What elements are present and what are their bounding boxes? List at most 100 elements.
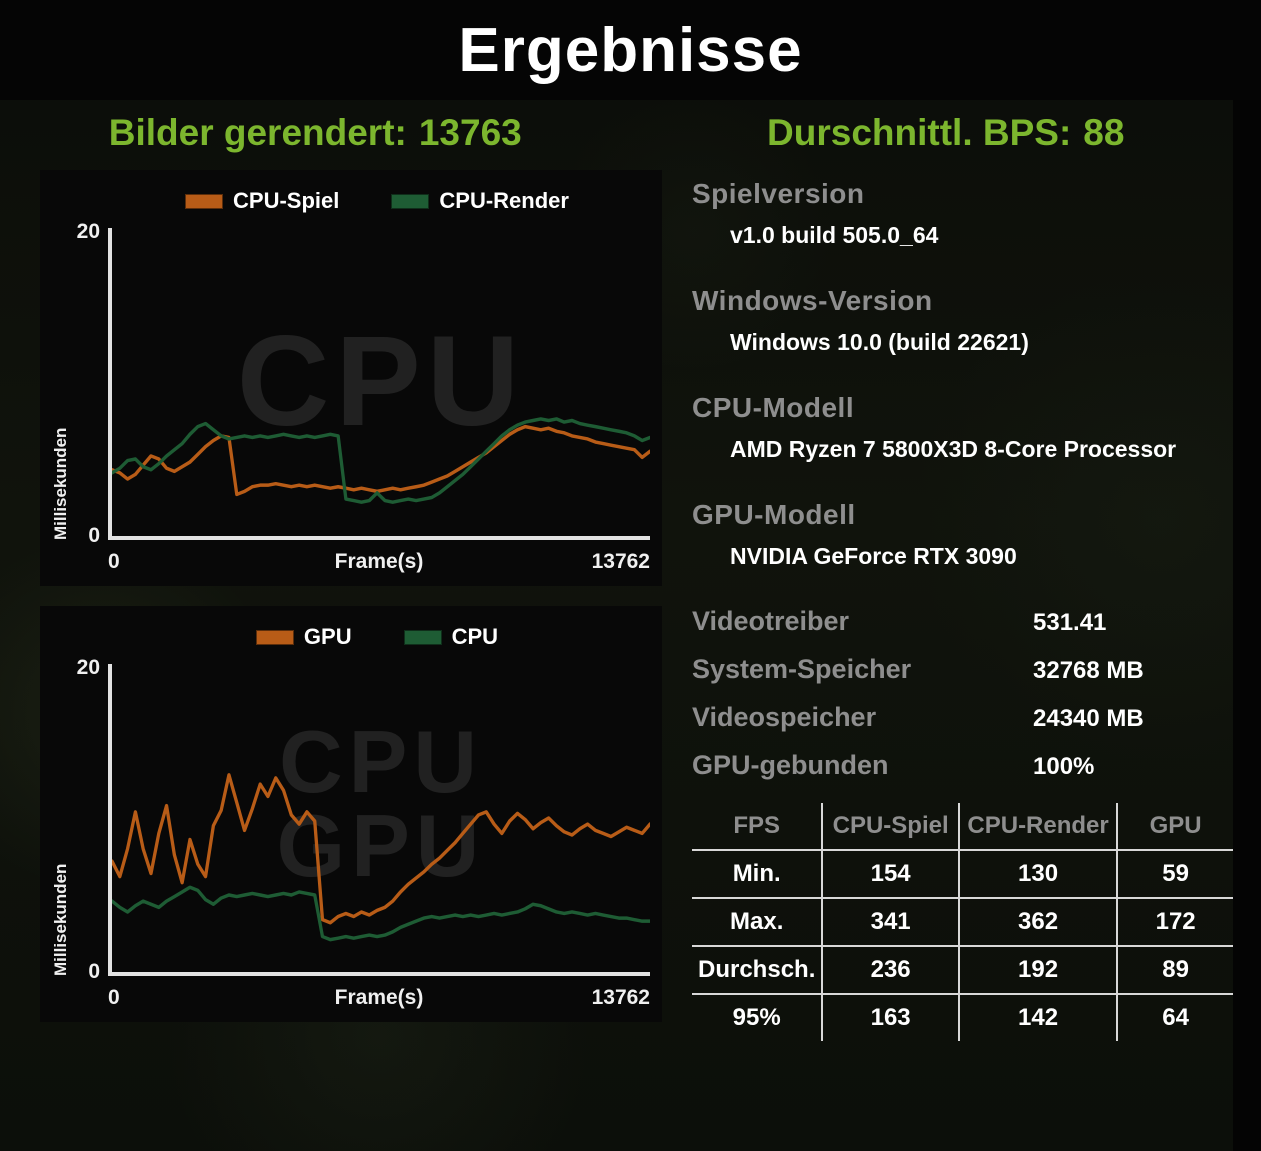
avg-bps-label: Durschnittl. BPS: bbox=[767, 112, 1072, 153]
section-header: Windows-Version bbox=[692, 285, 933, 316]
gpu-chart-svg bbox=[112, 773, 650, 942]
section-value: AMD Ryzen 7 5800X3D 8-Core Processor bbox=[730, 436, 1177, 462]
avg-bps-value: 88 bbox=[1083, 112, 1125, 153]
legend-item-cpu-render: CPU-Render bbox=[391, 188, 569, 214]
table-header-gpu: GPU bbox=[1116, 803, 1233, 850]
row-label: Min. bbox=[732, 860, 781, 887]
cpu-line bbox=[112, 885, 650, 942]
y-tick-max: 20 bbox=[76, 656, 100, 679]
cell-95pct-cpu-spiel: 163 bbox=[821, 994, 959, 1041]
subheader: Bilder gerendert: 13763 Durschnittl. BPS… bbox=[0, 112, 1261, 154]
cell-avg-cpu-spiel: 236 bbox=[821, 946, 959, 994]
x-axis-label: Frame(s) bbox=[334, 986, 424, 1009]
x-tick-min: 0 bbox=[108, 986, 120, 1009]
cell-max-cpu-render: 362 bbox=[957, 898, 1118, 946]
gpu-chart-y-axis-label: Millisekunden bbox=[50, 863, 70, 976]
row-label: 95% bbox=[732, 1004, 781, 1031]
cell-min-gpu: 59 bbox=[1116, 850, 1233, 898]
section-header: CPU-Modell bbox=[692, 392, 855, 423]
system-info-section-gpu-modell: GPU-Modell NVIDIA GeForce RTX 3090 bbox=[692, 499, 1233, 570]
table-row-95pct: 95% 163 142 64 bbox=[692, 994, 1233, 1041]
gpu-chart-plot: CPU GPU bbox=[108, 664, 650, 976]
y-tick-min: 0 bbox=[88, 524, 100, 547]
cpu-chart-legend: CPU-Spiel CPU-Render bbox=[44, 180, 650, 228]
info-column: Spielversion v1.0 build 505.0_64 Windows… bbox=[692, 170, 1233, 1041]
legend-item-cpu: CPU bbox=[403, 624, 499, 650]
cpu-chart-y-ticks: 20 0 bbox=[73, 220, 108, 547]
cpu-spiel-label: CPU-Spiel bbox=[233, 188, 340, 213]
cell-95pct-gpu: 64 bbox=[1116, 994, 1233, 1041]
gpu-chart-y-gutter: Millisekunden 20 0 bbox=[44, 656, 108, 983]
cpu-chart-svg bbox=[112, 417, 650, 504]
legend-item-gpu: GPU bbox=[255, 624, 352, 650]
cpu-chart-y-gutter: Millisekunden 20 0 bbox=[44, 220, 108, 547]
charts-column: CPU-Spiel CPU-Render Millisekunden 20 0 bbox=[40, 170, 662, 1041]
gpu-chart-y-ticks: 20 0 bbox=[73, 656, 108, 983]
table-row-durchsch: Durchsch. 236 192 89 bbox=[692, 946, 1233, 994]
cpu-render-label: CPU-Render bbox=[439, 188, 569, 213]
table-header-fps: FPS bbox=[733, 812, 781, 839]
cpu-chart-plot: CPU bbox=[108, 228, 650, 540]
cpu-label: CPU bbox=[451, 624, 499, 649]
cpu-chart-panel: CPU-Spiel CPU-Render Millisekunden 20 0 bbox=[40, 170, 662, 586]
gpu-label: GPU bbox=[303, 624, 352, 649]
cell-min-cpu-render: 130 bbox=[957, 850, 1118, 898]
title-band: Ergebnisse bbox=[0, 0, 1261, 100]
stat-row-gpu-gebunden: GPU-gebunden 100% bbox=[692, 750, 1233, 781]
cpu-render-line bbox=[112, 417, 650, 504]
gpu-chart-panel: GPU CPU Millisekunden 20 0 bbox=[40, 606, 662, 1022]
section-header: GPU-Modell bbox=[692, 499, 856, 530]
gpu-swatch bbox=[255, 629, 294, 645]
system-info-section-windows-version: Windows-Version Windows 10.0 (build 2262… bbox=[692, 285, 1233, 356]
cpu-spiel-line bbox=[112, 424, 650, 497]
page-title: Ergebnisse bbox=[458, 15, 803, 85]
section-value: Windows 10.0 (build 22621) bbox=[730, 329, 1029, 355]
x-tick-min: 0 bbox=[108, 550, 120, 573]
stat-label: System-Speicher bbox=[692, 654, 912, 684]
cell-max-cpu-spiel: 341 bbox=[821, 898, 959, 946]
frames-rendered: Bilder gerendert: 13763 bbox=[0, 112, 631, 154]
table-row-min: Min. 154 130 59 bbox=[692, 850, 1233, 898]
row-label: Max. bbox=[730, 908, 784, 935]
stat-value: 32768 MB bbox=[1033, 657, 1144, 684]
x-tick-max: 13762 bbox=[591, 550, 650, 573]
x-tick-max: 13762 bbox=[591, 986, 650, 1009]
gpu-chart-legend: GPU CPU bbox=[44, 616, 650, 664]
background-right-strip bbox=[1233, 0, 1261, 1151]
cpu-swatch bbox=[403, 629, 442, 645]
frames-rendered-value: 13763 bbox=[418, 112, 522, 153]
gpu-chart-plot-row: Millisekunden 20 0 CPU GPU bbox=[44, 656, 650, 983]
cell-min-cpu-spiel: 154 bbox=[821, 850, 959, 898]
system-info-section-spielversion: Spielversion v1.0 build 505.0_64 bbox=[692, 178, 1233, 249]
stats-list: Videotreiber 531.41 System-Speicher 3276… bbox=[692, 606, 1233, 781]
y-tick-max: 20 bbox=[76, 220, 100, 243]
stat-row-system-speicher: System-Speicher 32768 MB bbox=[692, 654, 1233, 685]
cpu-spiel-swatch bbox=[185, 193, 224, 209]
legend-item-cpu-spiel: CPU-Spiel bbox=[185, 188, 339, 214]
section-header: Spielversion bbox=[692, 178, 865, 209]
stat-label: Videospeicher bbox=[692, 702, 877, 732]
stat-label: GPU-gebunden bbox=[692, 750, 889, 780]
stat-value: 24340 MB bbox=[1033, 705, 1144, 732]
row-label: Durchsch. bbox=[698, 956, 816, 983]
avg-bps: Durschnittl. BPS: 88 bbox=[631, 112, 1261, 154]
gpu-line bbox=[112, 773, 650, 925]
section-value: v1.0 build 505.0_64 bbox=[730, 222, 939, 248]
table-header-cpu-render: CPU-Render bbox=[957, 803, 1118, 850]
cell-max-gpu: 172 bbox=[1116, 898, 1233, 946]
cpu-chart-plot-row: Millisekunden 20 0 CPU bbox=[44, 220, 650, 547]
stat-row-videospeicher: Videospeicher 24340 MB bbox=[692, 702, 1233, 733]
stat-value: 100% bbox=[1033, 753, 1095, 780]
stat-row-videotreiber: Videotreiber 531.41 bbox=[692, 606, 1233, 637]
results-table: FPS CPU-Spiel CPU-Render GPU Min. 154 13… bbox=[692, 803, 1233, 1041]
stat-label: Videotreiber bbox=[692, 606, 850, 636]
y-tick-min: 0 bbox=[88, 960, 100, 983]
cell-95pct-cpu-render: 142 bbox=[957, 994, 1118, 1041]
x-axis-label: Frame(s) bbox=[334, 550, 424, 573]
system-info-section-cpu-modell: CPU-Modell AMD Ryzen 7 5800X3D 8-Core Pr… bbox=[692, 392, 1233, 463]
cell-avg-cpu-render: 192 bbox=[957, 946, 1118, 994]
gpu-chart-x-axis: 0 Frame(s) 13762 bbox=[44, 976, 650, 1016]
table-header-cpu-spiel: CPU-Spiel bbox=[821, 803, 959, 850]
section-value: NVIDIA GeForce RTX 3090 bbox=[730, 543, 1017, 569]
